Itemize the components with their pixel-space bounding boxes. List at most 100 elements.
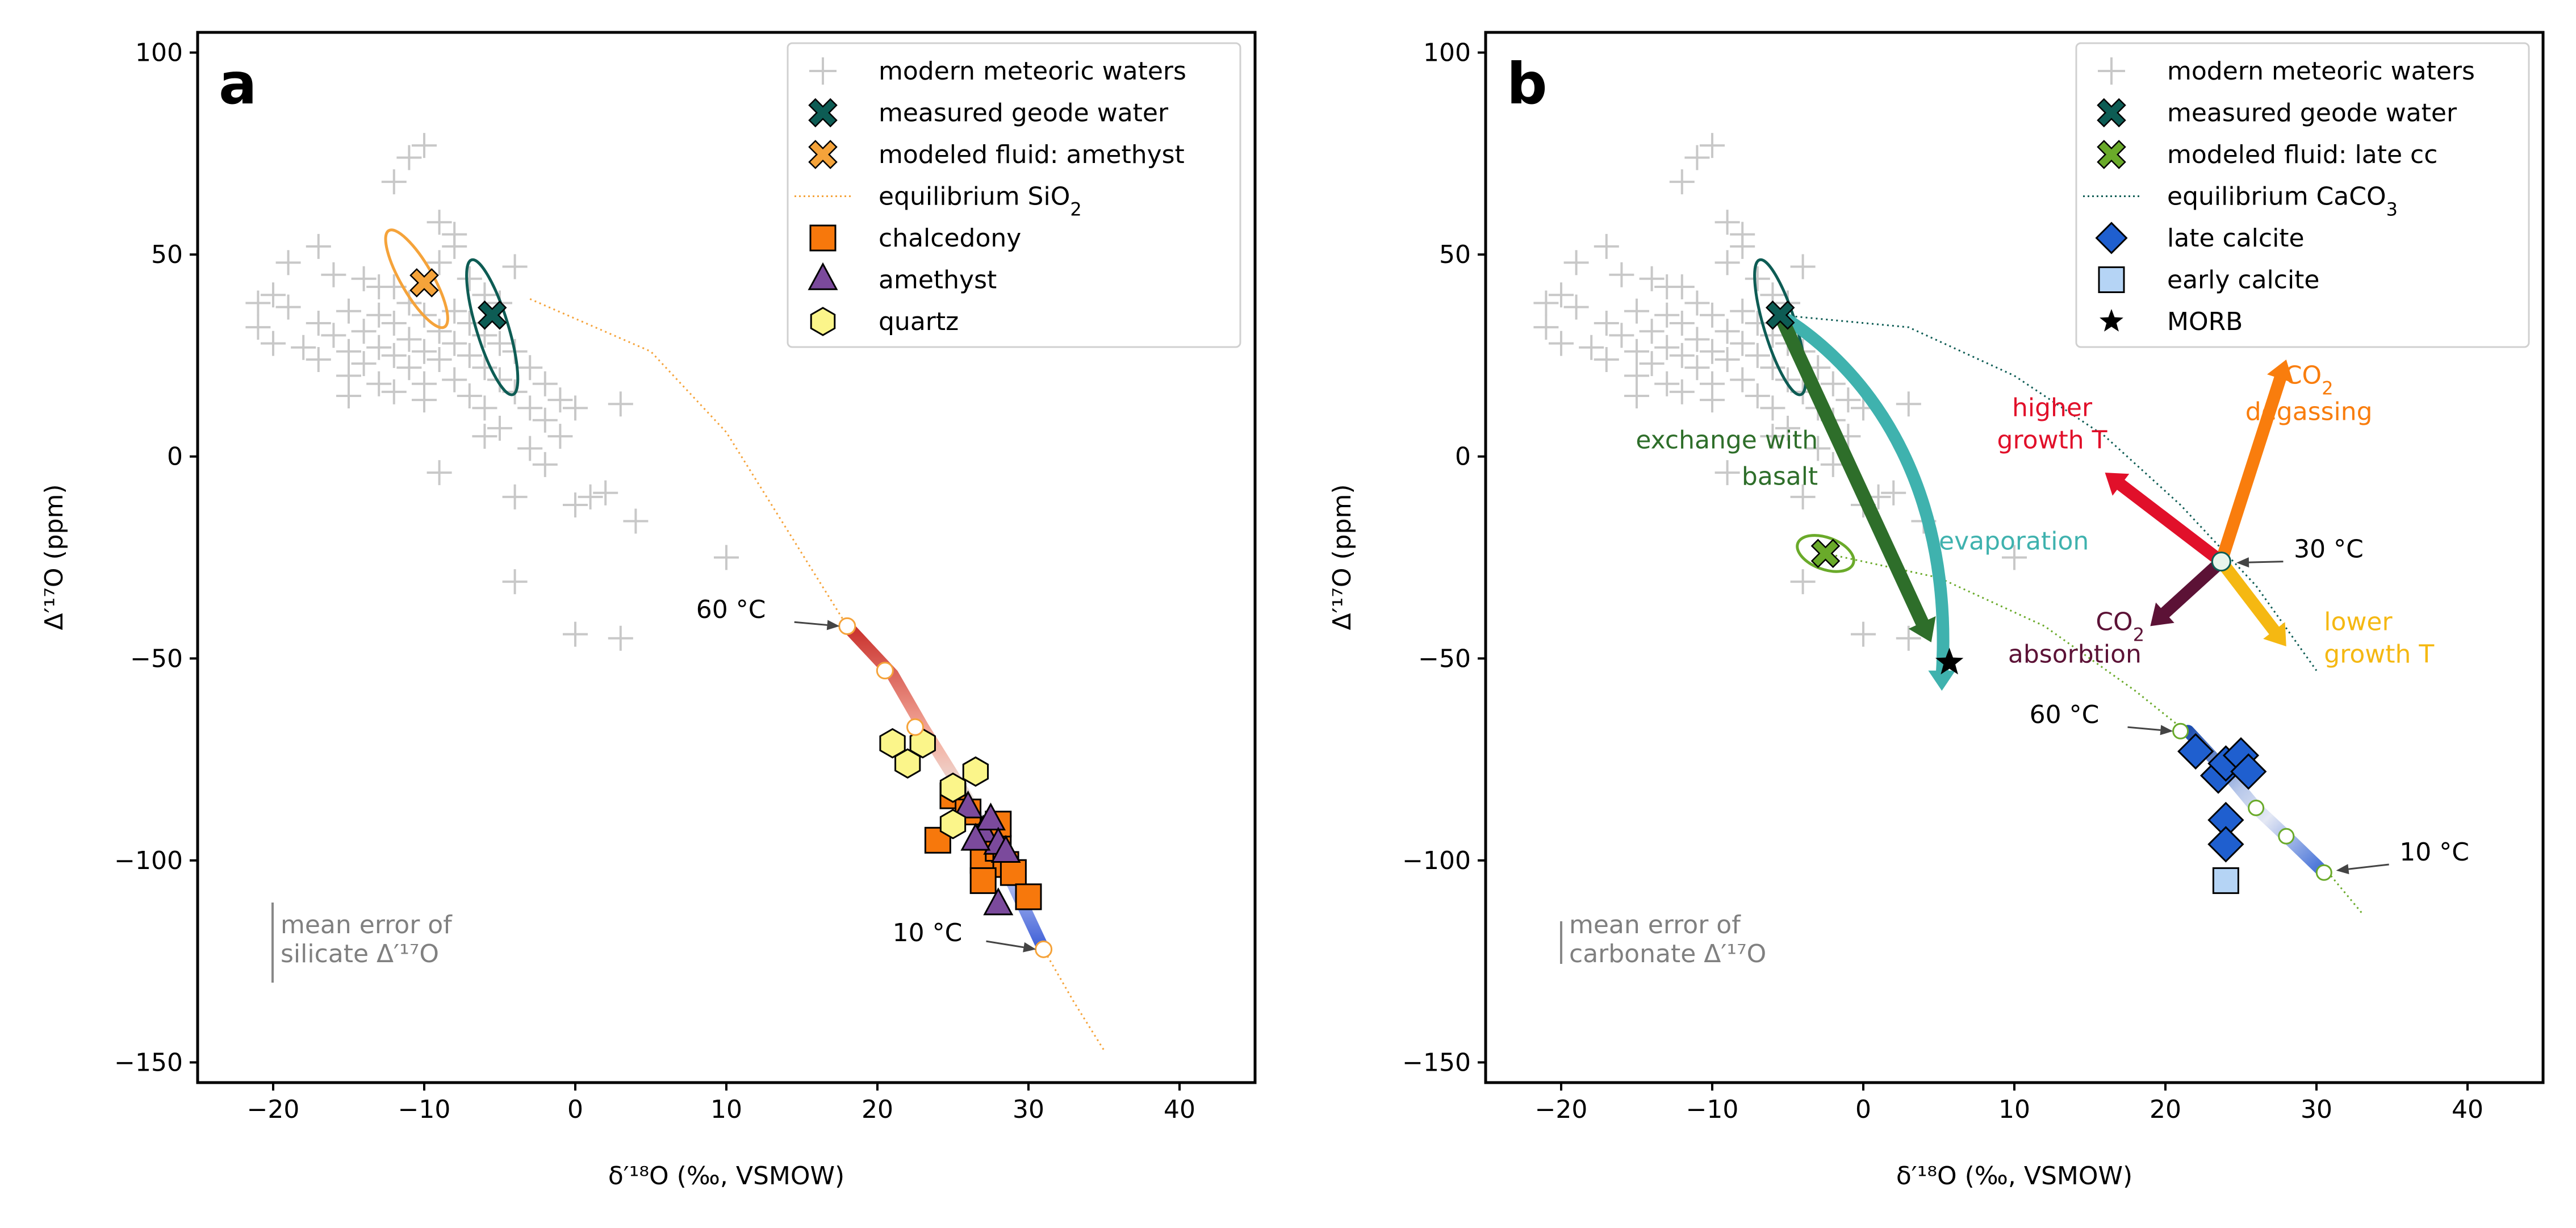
- legend: modern meteoric waters measured geode wat…: [2075, 42, 2530, 348]
- meteoric-water-point: [563, 395, 588, 421]
- meteoric-water-point: [1594, 347, 1619, 373]
- meteoric-water-point: [381, 311, 407, 336]
- degassing-label-line2: degassing: [2245, 398, 2373, 427]
- meteoric-water-point: [1609, 262, 1634, 287]
- temp-label-arrow: [2236, 557, 2284, 568]
- measured-geode-water-point: [1765, 300, 1795, 330]
- y-tick-label: −100: [1402, 846, 1471, 875]
- meteoric-water-point: [1730, 367, 1755, 392]
- legend-item: amethyst: [808, 262, 997, 295]
- temperature-marker: [2172, 722, 2189, 740]
- measured-geode-water-point: [477, 300, 507, 330]
- meteoric-water-point: [487, 415, 512, 441]
- meteoric-water-point: [1805, 436, 1831, 461]
- meteoric-water-point: [532, 371, 558, 396]
- lower-growth-t-arrow: [2215, 555, 2286, 646]
- legend-label: MORB: [2167, 307, 2243, 336]
- meteoric-water-point: [442, 222, 467, 247]
- meteoric-water-point: [1714, 250, 1740, 275]
- legend-item: quartz: [810, 307, 959, 336]
- chalcedony-point: [1000, 859, 1027, 886]
- meteoric-water-point: [578, 484, 603, 509]
- temperature-marker: [2248, 799, 2265, 816]
- meteoric-water-point: [1563, 294, 1589, 320]
- y-tick-label: 100: [135, 39, 183, 68]
- meteoric-water-point: [1684, 145, 1710, 170]
- meteoric-water-point: [426, 347, 452, 373]
- error-label-line2: carbonate Δ′¹⁷O: [1569, 939, 1766, 968]
- legend-marker: [2100, 309, 2123, 332]
- meteoric-water-point: [457, 266, 482, 291]
- meteoric-water-point: [1881, 480, 1906, 506]
- chalcedony-point: [969, 867, 997, 894]
- evaporation-arrow: [1774, 308, 1956, 691]
- meteoric-water-point: [1684, 327, 1710, 352]
- meteoric-water-point: [336, 298, 361, 324]
- meteoric-water-point: [442, 331, 467, 356]
- legend-marker: [808, 140, 838, 169]
- panel-label: b: [1507, 51, 1548, 117]
- meteoric-water-point: [2002, 545, 2027, 570]
- meteoric-water-point: [1624, 339, 1649, 364]
- late-calcite-point: [2177, 733, 2214, 770]
- exchange-label-line1: exchange with: [1636, 425, 1818, 454]
- x-tick-label: 40: [2452, 1095, 2483, 1124]
- equilibrium-sio2-curve: [529, 298, 1105, 1051]
- x-tick-label: 30: [2301, 1095, 2332, 1124]
- legend: modern meteoric waters measured geode wat…: [787, 42, 1241, 348]
- meteoric-water-point: [1714, 210, 1740, 235]
- legend-item: measured geode water: [2097, 98, 2457, 128]
- meteoric-water-point: [351, 319, 377, 344]
- higher-label-line2: growth T: [1997, 425, 2107, 454]
- amethyst-point: [990, 834, 1021, 863]
- meteoric-water-point: [1896, 391, 1921, 417]
- meteoric-water-point: [426, 460, 452, 486]
- legend-marker: [2098, 266, 2125, 293]
- meteoric-water-point: [396, 327, 422, 352]
- meteoric-water-point: [1624, 298, 1649, 324]
- legend-marker: [2095, 222, 2128, 254]
- legend-item: modern meteoric waters: [2098, 57, 2475, 86]
- temp-label-arrow: [2336, 863, 2389, 875]
- temperature-marker: [838, 617, 856, 635]
- meteoric-water-point: [1714, 347, 1740, 373]
- error-label-line2: silicate Δ′¹⁷O: [281, 939, 439, 968]
- meteoric-water-point: [275, 294, 301, 320]
- meteoric-water-point: [1669, 379, 1695, 404]
- meteoric-water-point: [426, 319, 452, 344]
- meteoric-water-point: [1700, 133, 1725, 158]
- meteoric-water-point: [532, 407, 558, 433]
- meteoric-water-point: [1730, 222, 1755, 247]
- legend-marker: [808, 98, 838, 128]
- meteoric-water-point: [1533, 290, 1559, 316]
- temp-label-60: 60 °C: [696, 595, 766, 624]
- meteoric-water-point: [472, 355, 497, 381]
- x-tick-label: −20: [247, 1095, 300, 1124]
- evaporation-label: evaporation: [1939, 527, 2089, 555]
- y-tick-label: 50: [151, 240, 183, 269]
- legend-marker: [2098, 57, 2125, 85]
- legend-box: [2075, 42, 2530, 348]
- amethyst-point: [975, 802, 1006, 831]
- meteoric-water-point: [1700, 387, 1725, 413]
- meteoric-water-point: [1760, 395, 1785, 421]
- legend-marker: [810, 307, 836, 336]
- legend-label: modern meteoric waters: [879, 57, 1186, 86]
- meteoric-water-point: [1639, 319, 1665, 344]
- meteoric-water-point: [1579, 335, 1604, 360]
- meteoric-water-point: [457, 383, 482, 409]
- legend-label: measured geode water: [2167, 99, 2457, 128]
- temperature-marker: [876, 662, 894, 680]
- meteoric-water-point: [1745, 383, 1770, 409]
- amethyst-point: [983, 887, 1014, 916]
- meteoric-water-point: [1609, 323, 1634, 348]
- co2-degassing-arrow: [2215, 360, 2294, 568]
- y-tick-label: 0: [167, 442, 183, 471]
- late-calcite-point: [2207, 826, 2244, 863]
- meteoric-water-point: [366, 371, 392, 396]
- legend-item: modeled fluid: late cc: [2097, 140, 2437, 169]
- meteoric-water-point: [623, 508, 649, 534]
- meteoric-water-point: [396, 355, 422, 381]
